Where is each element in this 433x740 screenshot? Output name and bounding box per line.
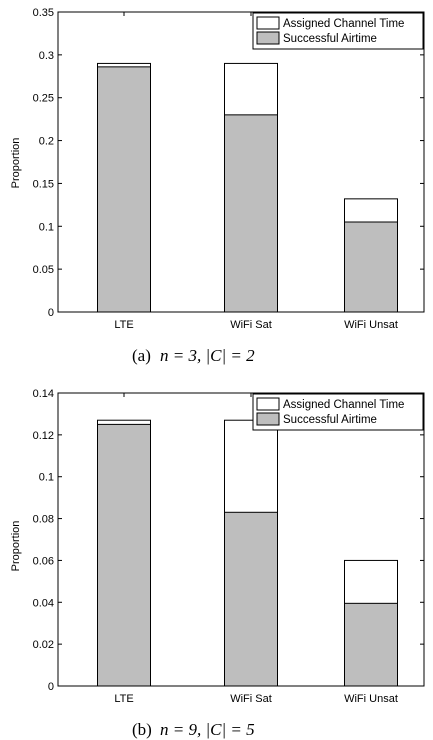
- y-tick-label: 0: [48, 307, 54, 319]
- legend-box: [252, 12, 424, 50]
- y-tick-label: 0: [48, 681, 54, 693]
- y-tick-label: 0.14: [33, 388, 54, 400]
- y-tick-label: 0.15: [33, 178, 54, 190]
- x-tick-label: WiFi Unsat: [344, 693, 398, 705]
- legend-swatch: [256, 397, 280, 411]
- legend-label: Successful Airtime: [283, 33, 377, 45]
- legend-label: Assigned Channel Time: [283, 18, 404, 30]
- y-tick-label: 0.1: [39, 472, 54, 484]
- y-axis-label: Proportion: [10, 521, 22, 572]
- y-axis-label: Proportion: [10, 138, 22, 189]
- legend-swatch: [256, 16, 280, 30]
- x-tick-label: WiFi Sat: [230, 693, 272, 705]
- y-tick-label: 0.25: [33, 93, 54, 105]
- caption-math: n = 9, |C| = 5: [160, 720, 255, 739]
- bar-successful-airtime: [97, 423, 151, 687]
- y-tick-label: 0.2: [39, 136, 54, 148]
- legend-label: Assigned Channel Time: [283, 399, 404, 411]
- x-tick-label: LTE: [114, 319, 133, 331]
- y-tick-label: 0.35: [33, 7, 54, 19]
- y-tick-label: 0.3: [39, 50, 54, 62]
- bar-successful-airtime: [224, 114, 278, 313]
- caption-label: (a): [132, 346, 151, 365]
- y-tick-label: 0.08: [33, 514, 54, 526]
- bar-successful-airtime: [97, 66, 151, 313]
- y-tick-label: 0.02: [33, 639, 54, 651]
- legend-swatch: [256, 412, 280, 426]
- y-tick-label: 0.06: [33, 555, 54, 567]
- y-tick-label: 0.1: [39, 221, 54, 233]
- legend-label: Successful Airtime: [283, 414, 377, 426]
- bar-successful-airtime: [344, 221, 398, 313]
- legend-box: [252, 393, 424, 431]
- chart-panel-b: Proportion (b) n = 9, |C| = 5 0 0.02 0.04 0…: [10, 388, 425, 739]
- bar-successful-airtime: [344, 602, 398, 687]
- x-tick-label: WiFi Sat: [230, 319, 272, 331]
- legend-swatch: [256, 31, 280, 45]
- legend: Assigned Channel Time Successful Airtime: [252, 12, 424, 50]
- x-tick-label: LTE: [114, 693, 133, 705]
- legend: Assigned Channel Time Successful Airtime: [252, 393, 424, 431]
- caption-label: (b): [132, 720, 152, 739]
- y-tick-label: 0.04: [33, 597, 54, 609]
- caption-math: n = 3, |C| = 2: [160, 346, 255, 365]
- bar-successful-airtime: [224, 511, 278, 687]
- x-tick-label: WiFi Unsat: [344, 319, 398, 331]
- chart-panel-a: Proportion (a) n = 3, |C| = 2 0 0.05 0.1 0.…: [10, 7, 425, 365]
- y-tick-label: 0.05: [33, 264, 54, 276]
- y-tick-label: 0.12: [33, 430, 54, 442]
